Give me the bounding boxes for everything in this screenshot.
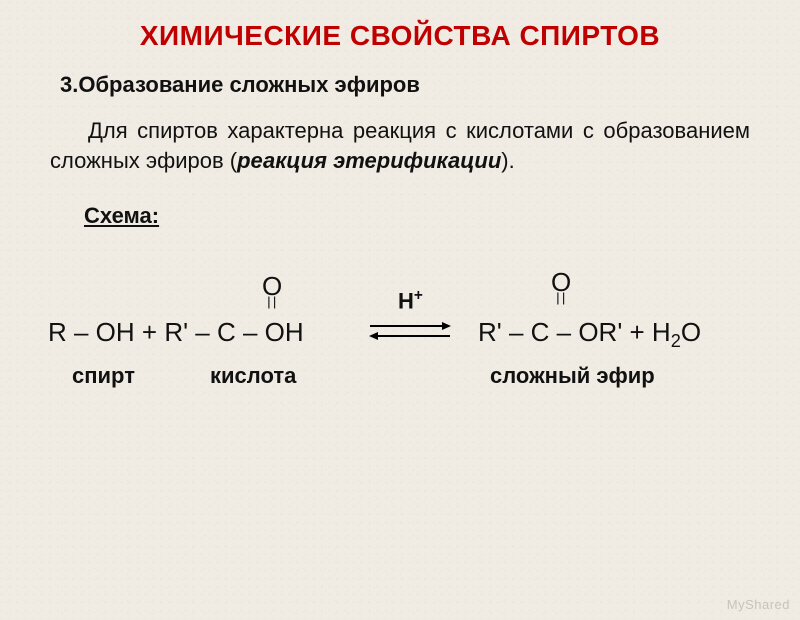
acid-label: кислота xyxy=(210,363,296,389)
desc-post: ). xyxy=(501,148,514,173)
equilibrium-arrows xyxy=(370,319,450,343)
catalyst-label: H+ xyxy=(398,287,423,314)
ester-text: R' – C – OR' + H xyxy=(478,317,671,347)
description-paragraph: Для спиртов характерна реакция с кислота… xyxy=(50,116,750,175)
catalyst-plus: + xyxy=(414,287,423,304)
watermark: MyShared xyxy=(727,597,790,612)
product-formula: R' – C – OR' + H2O xyxy=(478,317,701,352)
acid-text: R' – C – OH xyxy=(164,317,303,347)
ester-label: сложный эфир xyxy=(490,363,655,389)
alcohol-formula: R – OH + R' – C – OH xyxy=(48,317,304,348)
alcohol-text: R – OH xyxy=(48,317,135,347)
plus-sign: + xyxy=(135,317,165,347)
alcohol-label: спирт xyxy=(72,363,135,389)
water-sub: 2 xyxy=(671,332,681,352)
page-title: ХИМИЧЕСКИЕ СВОЙСТВА СПИРТОВ xyxy=(0,20,800,52)
reaction-equation: R – OH + R' – C – OH O || спирт кислота … xyxy=(0,277,800,417)
schema-label: Схема: xyxy=(84,203,800,229)
desc-bold: реакция этерификации xyxy=(237,148,501,173)
subheading: 3.Образование сложных эфиров xyxy=(60,72,800,98)
ester-double-bond: || xyxy=(554,297,566,302)
catalyst-h: H xyxy=(398,289,414,314)
water-o: O xyxy=(681,317,701,347)
acid-double-bond: || xyxy=(265,301,277,306)
